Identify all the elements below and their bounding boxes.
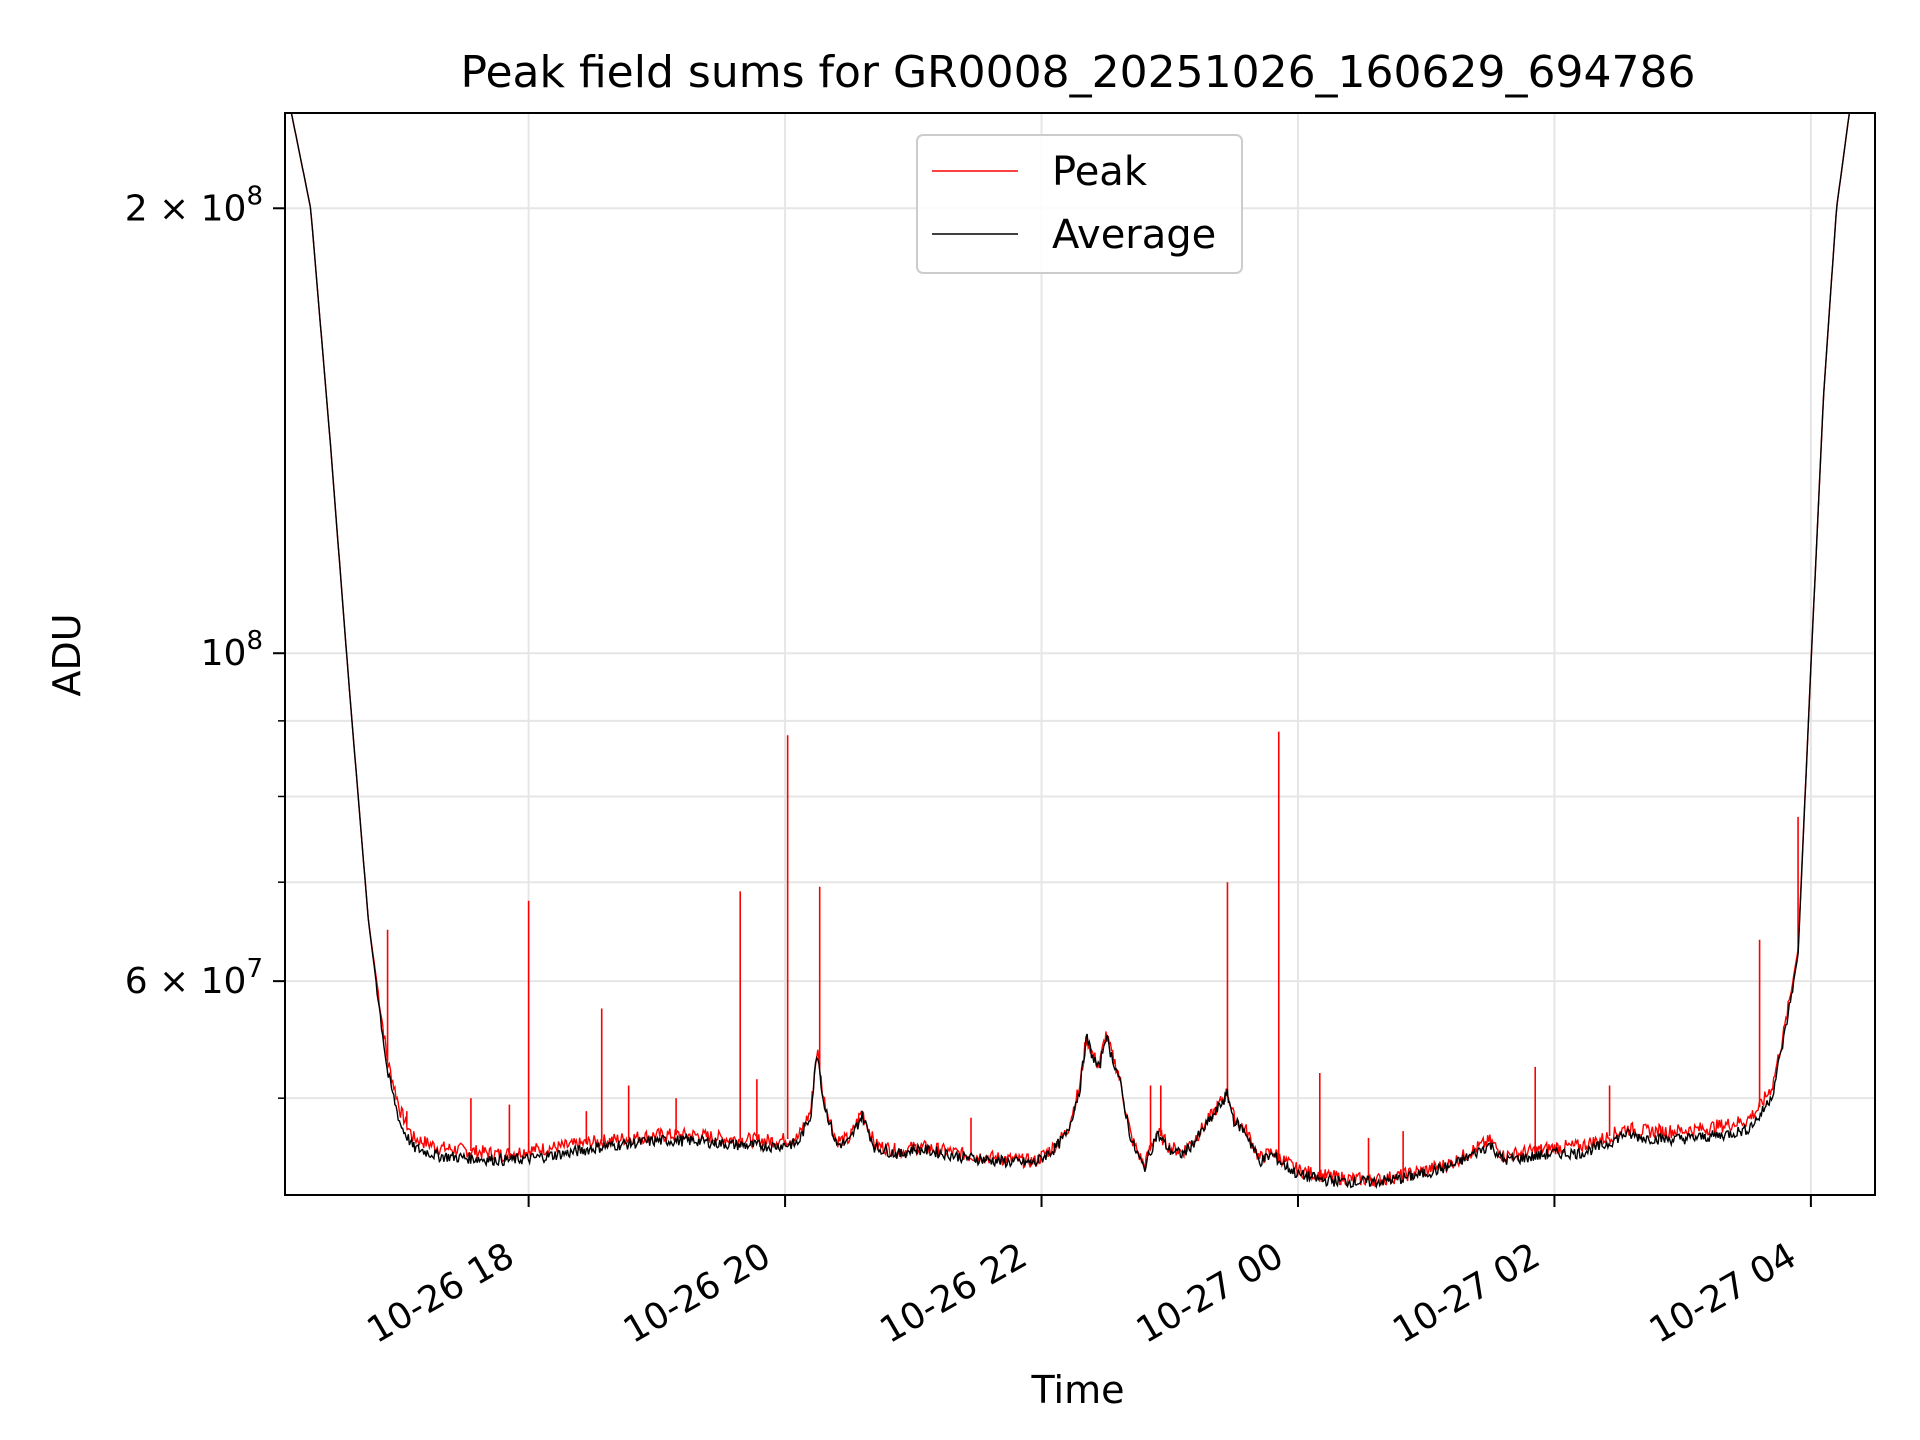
legend: Peak Average — [916, 134, 1243, 274]
y-axis: 2 × 108 108 6 × 107 — [125, 181, 285, 1099]
plot-area — [290, 113, 1851, 1190]
series-average-line — [290, 113, 1851, 1190]
legend-box — [916, 134, 1243, 274]
legend-average-label: Average — [1052, 212, 1216, 258]
x-axis-label: Time — [1031, 1368, 1125, 1412]
chart-title: Peak field sums for GR0008_20251026_1606… — [461, 47, 1696, 98]
y-axis-label: ADU — [45, 613, 89, 696]
y-tick-label: 2 × 108 — [125, 181, 263, 229]
y-tick-label: 108 — [201, 626, 263, 674]
y-tick-label: 6 × 107 — [125, 954, 263, 1002]
legend-peak-label: Peak — [1052, 149, 1148, 195]
